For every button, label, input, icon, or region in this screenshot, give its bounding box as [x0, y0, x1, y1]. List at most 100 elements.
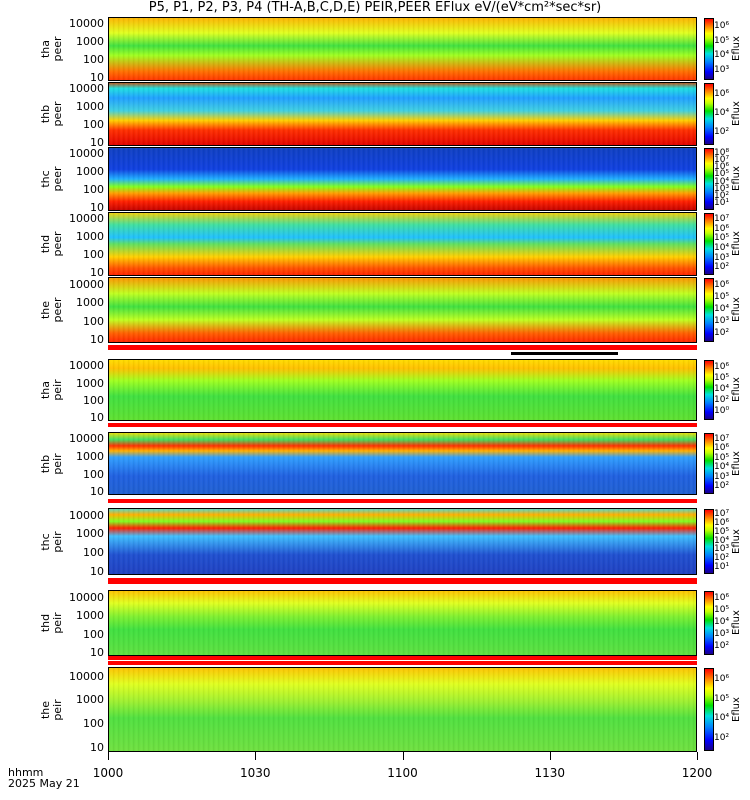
colorbar-title: Eflux [730, 696, 742, 722]
data-flag-bar [108, 661, 697, 665]
x-tick-mark [402, 752, 404, 760]
y-tick-label: 10000 [69, 277, 104, 291]
x-tick-mark [549, 752, 551, 760]
colorbar-tick-label: 10⁶ [714, 443, 730, 454]
y-axis-label-product: peir [51, 530, 64, 553]
y-tick-label: 100 [83, 717, 104, 731]
colorbar [704, 668, 714, 751]
y-tick-label: 1000 [76, 230, 104, 244]
x-tick-label: 1000 [92, 766, 124, 780]
colorbar [704, 278, 714, 342]
colorbar-tick-label: 10⁰ [714, 406, 730, 417]
y-tick-label: 10 [90, 333, 104, 347]
colorbar-tick-label: 10³ [714, 64, 730, 75]
y-tick-label: 100 [83, 546, 104, 560]
spectrogram-thc-peir [108, 508, 697, 575]
data-flag-segment [511, 352, 618, 355]
spectrogram-the-peir [108, 667, 697, 752]
colorbar-tick-label: 10⁴ [714, 304, 730, 314]
colorbar-tick-label: 10⁵ [714, 605, 730, 615]
colorbar-tick-label: 10³ [714, 471, 730, 482]
colorbar-tick-label: 10³ [714, 252, 730, 263]
colorbar-tick-label: 10⁴ [714, 462, 730, 473]
colorbar [704, 360, 714, 420]
colorbar [704, 83, 714, 145]
x-axis-label-hhmm: hhmm [8, 766, 44, 779]
colorbar-tick-label: 10¹ [714, 561, 730, 572]
y-tick-label: 100 [83, 627, 104, 641]
y-axis-label-product: peir [51, 379, 64, 401]
y-tick-label: 10000 [69, 359, 104, 373]
colorbar-tick-label: 10⁶ [714, 593, 730, 603]
plot-title: P5, P1, P2, P3, P4 (TH-A,B,C,D,E) PEIR,P… [148, 0, 602, 15]
y-tick-label: 100 [83, 53, 104, 67]
colorbar-title: Eflux [730, 101, 742, 126]
colorbar [704, 18, 714, 80]
colorbar-tick-label: 10³ [714, 183, 730, 194]
colorbar-tick-label: 10³ [714, 316, 730, 326]
y-tick-label: 1000 [76, 296, 104, 310]
colorbar-title: Eflux [730, 231, 742, 256]
y-axis-label-product: peer [51, 36, 64, 62]
spectrogram-the-peer [108, 277, 697, 343]
data-flag-bar [108, 345, 697, 350]
colorbar [704, 433, 714, 494]
x-tick-label: 1130 [534, 766, 566, 780]
colorbar-tick-label: 10² [714, 191, 730, 202]
colorbar-tick-label: 10⁵ [714, 233, 730, 244]
y-tick-label: 10000 [69, 212, 104, 226]
colorbar-tick-label: 10² [714, 552, 730, 563]
y-tick-label: 1000 [76, 609, 104, 623]
colorbar-tick-label: 10⁶ [714, 21, 730, 32]
x-tick-mark [108, 752, 109, 760]
y-axis-label-product: peer [51, 101, 64, 127]
colorbar [704, 148, 714, 210]
data-flag-bar [108, 578, 697, 584]
colorbar-title: Eflux [730, 377, 742, 402]
colorbar-title: Eflux [730, 297, 742, 322]
y-tick-label: 1000 [76, 527, 104, 541]
data-flag-bar [108, 423, 697, 427]
colorbar-tick-label: 10² [714, 127, 730, 138]
y-tick-label: 1000 [76, 100, 104, 114]
y-axis-label-product: peer [51, 231, 64, 257]
colorbar-title: Eflux [730, 528, 742, 554]
colorbar-tick-label: 10⁴ [714, 713, 730, 724]
y-tick-label: 10 [90, 201, 104, 215]
y-tick-label: 10 [90, 564, 104, 578]
colorbar-tick-label: 10⁴ [714, 108, 730, 118]
colorbar-tick-label: 10¹ [714, 198, 730, 209]
y-tick-label: 10000 [69, 508, 104, 522]
colorbar-tick-label: 10⁷ [714, 509, 730, 520]
colorbar-tick-label: 10³ [714, 544, 730, 555]
colorbar [704, 509, 714, 574]
colorbar-tick-label: 10⁵ [714, 35, 730, 46]
y-tick-label: 10 [90, 485, 104, 499]
colorbar-tick-label: 10⁴ [714, 617, 730, 627]
y-tick-label: 10000 [69, 669, 104, 683]
colorbar-tick-label: 10² [714, 641, 730, 651]
y-axis-label-product: peer [51, 166, 64, 192]
colorbar-tick-label: 10² [714, 262, 730, 273]
colorbar-tick-label: 10⁵ [714, 693, 730, 704]
colorbar [704, 591, 714, 655]
y-tick-label: 100 [83, 183, 104, 197]
colorbar-tick-label: 10⁶ [714, 518, 730, 529]
y-axis-label-product: peir [51, 612, 64, 634]
colorbar-title: Eflux [730, 610, 742, 635]
spectrogram-thb-peir [108, 432, 697, 495]
colorbar-tick-label: 10⁵ [714, 169, 730, 180]
colorbar-tick-label: 10⁶ [714, 162, 730, 173]
colorbar-tick-label: 10⁷ [714, 154, 730, 165]
colorbar-tick-label: 10⁸ [714, 147, 730, 158]
spectrogram-thd-peir [108, 590, 697, 656]
y-tick-label: 100 [83, 118, 104, 132]
x-tick-label: 1030 [239, 766, 271, 780]
y-tick-label: 10 [90, 740, 104, 754]
colorbar-tick-label: 10⁵ [714, 292, 730, 302]
colorbar-tick-label: 10³ [714, 629, 730, 639]
x-tick-label: 1200 [681, 766, 713, 780]
data-flag-bar [108, 656, 697, 660]
colorbar-tick-label: 10⁷ [714, 433, 730, 444]
y-tick-label: 10 [90, 71, 104, 85]
